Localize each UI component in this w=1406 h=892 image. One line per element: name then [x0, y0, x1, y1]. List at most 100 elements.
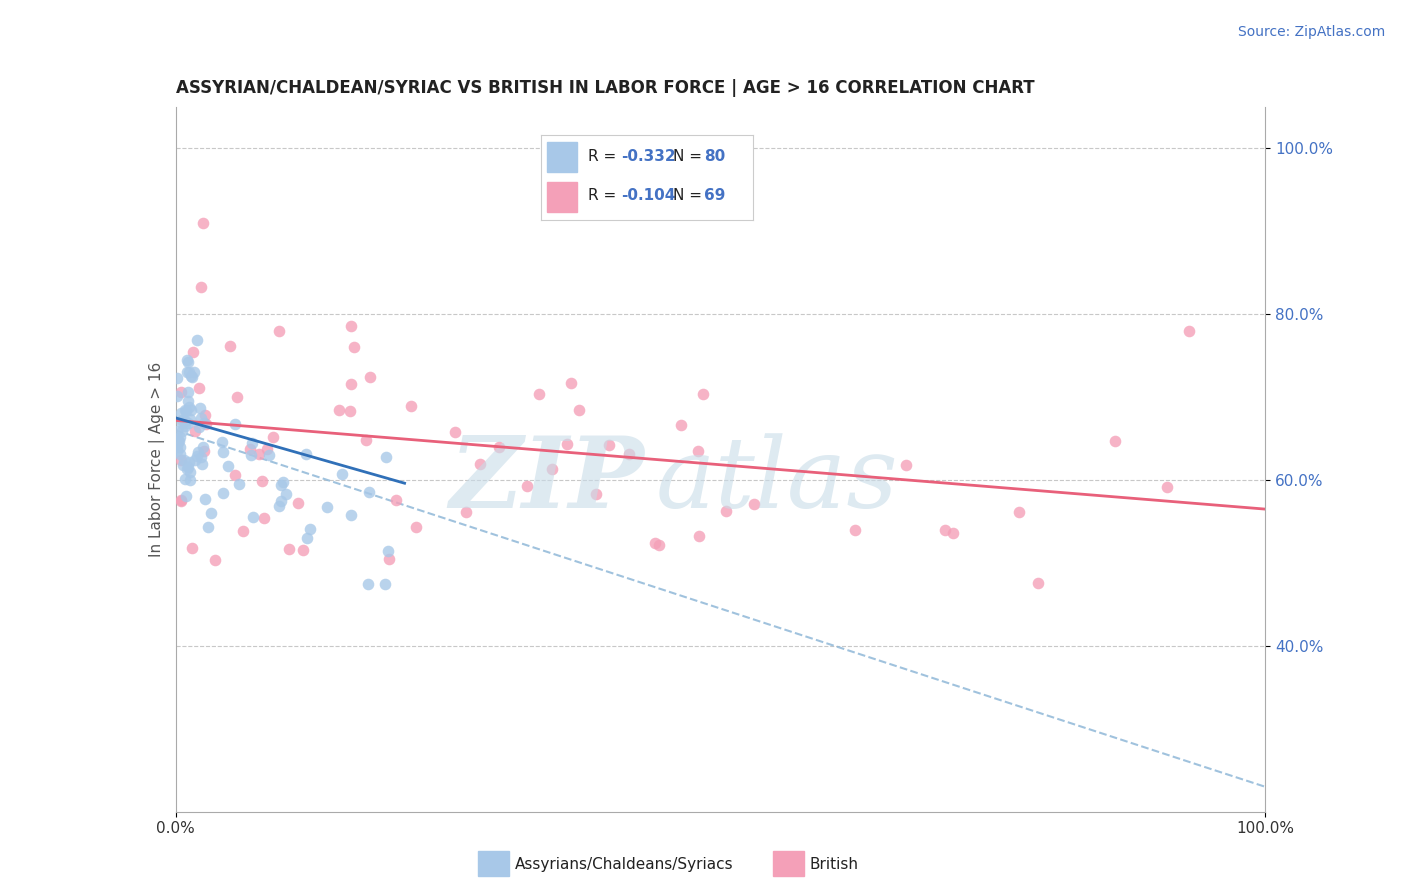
Point — [934, 523, 956, 537]
Point — [742, 497, 765, 511]
Text: N =: N = — [672, 188, 706, 203]
Point — [188, 401, 211, 416]
Text: Source: ZipAtlas.com: Source: ZipAtlas.com — [1237, 25, 1385, 39]
Point — [340, 508, 363, 522]
Point — [169, 440, 191, 454]
Point — [183, 344, 205, 359]
Text: British: British — [810, 857, 859, 871]
Point — [173, 414, 195, 428]
Point — [167, 434, 190, 448]
Point — [180, 368, 202, 383]
Point — [191, 216, 214, 230]
Text: N =: N = — [672, 149, 706, 164]
Point — [239, 448, 262, 462]
Point — [226, 390, 249, 404]
Point — [176, 355, 198, 369]
Point — [555, 437, 578, 451]
Point — [374, 577, 396, 591]
Point — [173, 472, 195, 486]
Point — [186, 449, 208, 463]
Point — [177, 455, 200, 469]
Point — [179, 411, 201, 425]
Point — [217, 459, 239, 474]
Point — [399, 399, 422, 413]
Point — [224, 467, 246, 482]
Point — [692, 386, 714, 401]
Point — [190, 411, 212, 425]
Point — [330, 467, 353, 482]
Point — [224, 417, 246, 431]
Point — [714, 504, 737, 518]
Point — [177, 385, 200, 400]
Text: -0.332: -0.332 — [621, 149, 676, 164]
Point — [194, 408, 217, 422]
Point — [844, 523, 866, 537]
Point — [385, 492, 408, 507]
Point — [1156, 480, 1178, 494]
Point — [354, 433, 377, 447]
Point — [172, 425, 194, 439]
Point — [488, 440, 510, 454]
Point — [688, 443, 710, 458]
Point — [170, 453, 193, 467]
Text: ZIP: ZIP — [450, 433, 644, 529]
Point — [166, 370, 188, 384]
Y-axis label: In Labor Force | Age > 16: In Labor Force | Age > 16 — [149, 362, 165, 557]
Point — [169, 446, 191, 460]
Point — [176, 353, 198, 368]
Point — [191, 457, 214, 471]
Point — [378, 552, 401, 566]
Point — [560, 376, 582, 391]
Point — [339, 319, 361, 334]
Point — [375, 450, 398, 464]
Point — [166, 424, 188, 438]
Text: 80: 80 — [704, 149, 725, 164]
Point — [278, 541, 301, 556]
Text: Assyrians/Chaldeans/Syriacs: Assyrians/Chaldeans/Syriacs — [515, 857, 733, 871]
Point — [211, 435, 233, 450]
Point — [179, 365, 201, 379]
Point — [169, 430, 191, 444]
Point — [267, 324, 290, 338]
Point — [568, 402, 591, 417]
Point — [190, 450, 212, 465]
Point — [177, 393, 200, 408]
Point — [688, 529, 710, 543]
Point — [200, 506, 222, 520]
Point — [170, 494, 193, 508]
Point — [262, 430, 284, 444]
Text: R =: R = — [588, 149, 620, 164]
Point — [276, 487, 298, 501]
Point — [193, 416, 215, 430]
Point — [249, 447, 271, 461]
Point — [270, 494, 292, 508]
Point — [250, 474, 273, 488]
Point — [1028, 576, 1050, 591]
Point — [340, 377, 363, 392]
Point — [172, 458, 194, 472]
Point — [644, 536, 666, 550]
Point — [617, 447, 640, 461]
Point — [454, 505, 477, 519]
Point — [598, 438, 620, 452]
Point — [359, 370, 381, 384]
Point — [212, 486, 235, 500]
Point — [242, 509, 264, 524]
Point — [339, 403, 361, 417]
Point — [193, 444, 215, 458]
Point — [287, 495, 309, 509]
Point — [444, 425, 467, 439]
Point — [174, 402, 197, 417]
Point — [647, 538, 669, 552]
Point — [377, 543, 399, 558]
Point — [183, 365, 205, 379]
Point — [405, 520, 427, 534]
Point — [188, 420, 211, 434]
Point — [184, 453, 207, 467]
Point — [179, 465, 201, 479]
Point — [343, 340, 366, 354]
Point — [256, 442, 278, 456]
FancyBboxPatch shape — [547, 182, 576, 211]
Point — [187, 445, 209, 459]
Point — [669, 417, 692, 432]
